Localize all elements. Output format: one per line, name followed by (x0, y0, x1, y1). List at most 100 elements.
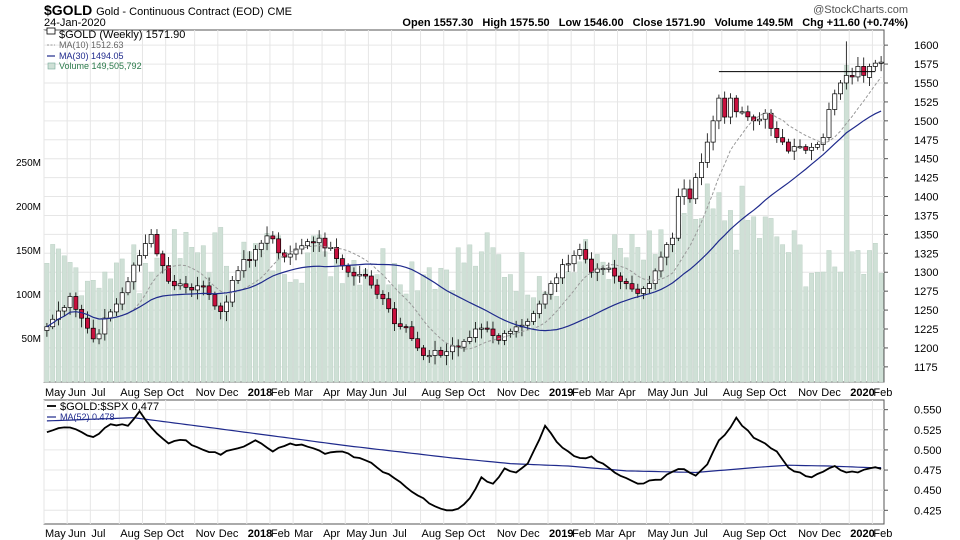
candle-body (270, 235, 276, 240)
candle-body (589, 258, 594, 273)
volume-tick-label: 100M (16, 290, 41, 301)
volume-bar (519, 252, 525, 383)
price-tick-label: 1275 (914, 286, 938, 298)
ratio-month-label: Sep (746, 528, 766, 540)
candle-body (183, 283, 189, 288)
candle-body (490, 328, 496, 336)
ratio-month-label: Apr (323, 528, 340, 540)
ratio-month-label: May (346, 528, 367, 540)
volume-bar (751, 216, 757, 383)
ma30-legend-label: MA(30) 1494.05 (59, 51, 124, 61)
candle-body (814, 144, 820, 148)
price-month-label: Mar (294, 387, 313, 399)
volume-bar (131, 244, 137, 383)
candle-body (704, 141, 710, 163)
candle-body (699, 162, 704, 178)
ratio-month-label: Dec (520, 528, 540, 540)
price-month-label: Sep (746, 387, 766, 399)
candle-body (44, 326, 50, 331)
volume-bar (310, 235, 316, 383)
high-value: High 1575.50 (482, 17, 550, 29)
candle-body (797, 146, 803, 149)
price-month-label: Sep (445, 387, 465, 399)
volume-bar (397, 284, 403, 383)
volume-bar (571, 272, 577, 383)
symbol-description: Gold - Continuous Contract (EOD) (96, 6, 264, 18)
volume-legend-label: Volume 149,505,792 (59, 61, 142, 71)
price-legend-swatch (46, 27, 56, 35)
candle-body (594, 268, 600, 273)
volume-bar (594, 254, 600, 383)
candle-body (577, 249, 583, 256)
volume-bar (270, 270, 276, 383)
candle-body (281, 252, 287, 258)
price-month-label: May (647, 387, 668, 399)
candle-body (113, 303, 119, 313)
price-legend-label: $GOLD (Weekly) 1571.90 (59, 29, 185, 41)
ratio-panel: 0.425 0.450 0.475 0.500 0.525 0.550 (43, 399, 942, 525)
volume-bar (716, 192, 722, 383)
candle-body (241, 259, 247, 272)
price-month-label: Jun (671, 387, 689, 399)
volume-bar (739, 185, 745, 383)
ratio-month-label: Oct (769, 528, 786, 540)
candle-body (322, 237, 328, 249)
price-tick-label: 1200 (914, 343, 938, 355)
candle-body (542, 293, 548, 305)
candle-body (803, 146, 809, 151)
volume-bar (316, 234, 322, 383)
change-value: Chg +11.60 (+0.74%) (802, 17, 908, 29)
volume-bar (426, 267, 432, 383)
volume-bar (600, 261, 606, 383)
ratio-month-label: Jul (393, 528, 407, 540)
volume-bar (791, 230, 797, 383)
candle-body (838, 82, 843, 95)
volume-bar (641, 259, 646, 383)
volume-bar (137, 293, 142, 383)
ratio-month-label: 2018 (248, 528, 272, 540)
volume-bar (206, 272, 212, 383)
ratio-month-label: Nov (497, 528, 517, 540)
ratio-tick-label: 0.525 (914, 425, 942, 437)
volume-bar (345, 271, 351, 383)
candle-body (334, 247, 339, 259)
ratio-month-label: Feb (271, 528, 290, 540)
volume-bar (455, 247, 461, 383)
volume-bar (438, 267, 444, 383)
volume-bar (786, 252, 791, 383)
volume-axis: 50M 100M 150M 200M 250M (16, 158, 41, 345)
candle-body (137, 255, 143, 266)
candle-body (623, 281, 629, 284)
volume-bar (652, 254, 658, 383)
ma52-line (46, 417, 882, 474)
volume-bar (403, 293, 409, 383)
ratio-month-label: Nov (196, 528, 216, 540)
candle-body (316, 237, 322, 244)
ratio-month-label: Sep (445, 528, 465, 540)
candle-body (305, 241, 311, 247)
price-month-label: 2019 (549, 387, 573, 399)
volume-tick-label: 150M (16, 246, 41, 257)
volume-bar (867, 250, 872, 383)
volume-bar (200, 245, 206, 383)
candle-body (733, 97, 739, 113)
price-month-label: Aug (422, 387, 442, 399)
candle-body (374, 284, 380, 295)
ratio-month-label: Oct (468, 528, 485, 540)
candle-body (264, 235, 270, 244)
candle-body (166, 265, 171, 282)
candle-body (843, 75, 849, 84)
candle-body (247, 259, 253, 261)
volume-bar (664, 252, 670, 383)
candle-body (728, 97, 733, 118)
candle-body (646, 283, 652, 289)
price-tick-label: 1225 (914, 324, 938, 336)
candle-body (664, 244, 670, 258)
price-month-label: Apr (323, 387, 340, 399)
volume-bar (478, 251, 484, 383)
volume-bar (525, 294, 531, 383)
volume-bar (50, 244, 56, 383)
volume-bar (820, 271, 826, 383)
candle-body (403, 326, 409, 329)
